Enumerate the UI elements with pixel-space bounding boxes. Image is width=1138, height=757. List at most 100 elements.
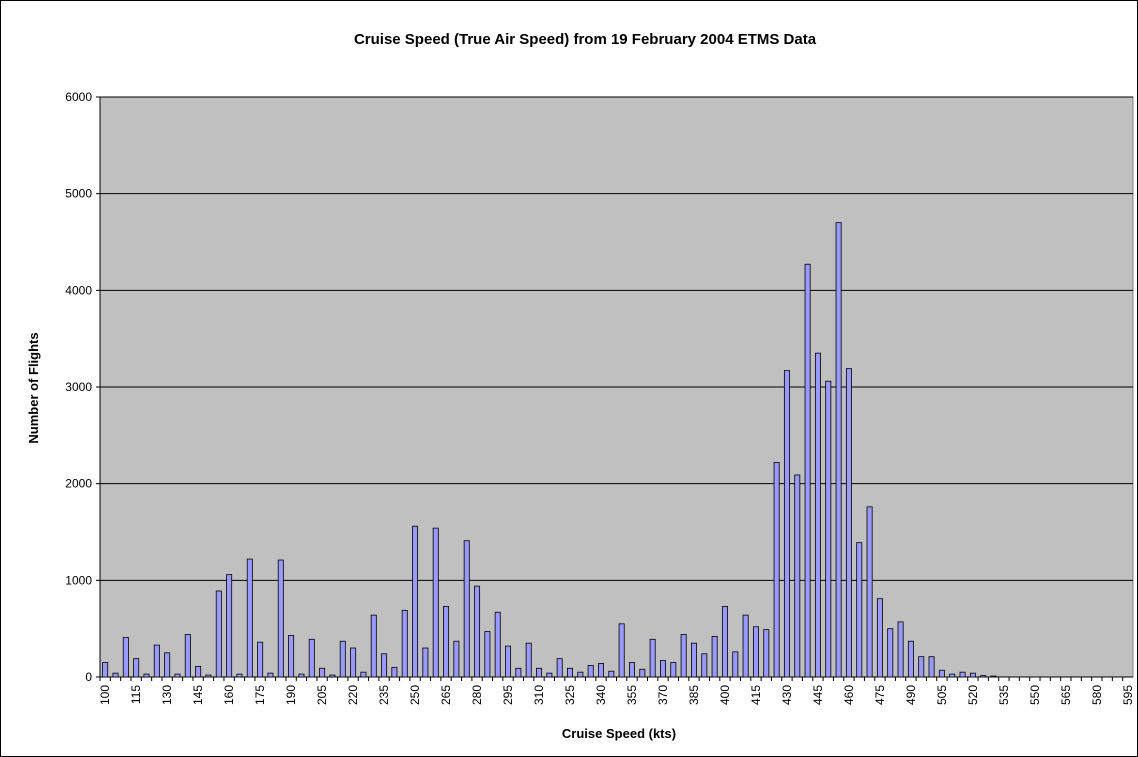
bar	[319, 667, 326, 678]
bar	[752, 626, 759, 678]
bar	[990, 675, 997, 678]
bar	[887, 628, 894, 678]
bar	[639, 668, 646, 678]
bar	[463, 540, 470, 678]
x-tick-label: 580	[1090, 685, 1104, 705]
x-tick-label: 235	[377, 685, 391, 705]
bar	[515, 667, 522, 678]
bar	[649, 638, 656, 678]
bar	[907, 640, 914, 678]
bar	[494, 611, 501, 678]
bar	[308, 638, 315, 678]
x-tick-label: 415	[749, 685, 763, 705]
bar	[711, 636, 718, 678]
bar	[401, 609, 408, 678]
bar	[546, 672, 553, 678]
bar	[763, 629, 770, 678]
x-tick-label: 340	[594, 685, 608, 705]
bar	[474, 585, 481, 678]
y-axis-title: Number of Flights	[26, 332, 41, 443]
bar	[608, 670, 615, 678]
x-tick-label: 280	[470, 685, 484, 705]
x-tick-label: 460	[842, 685, 856, 705]
bar	[938, 669, 945, 678]
bar	[412, 525, 419, 678]
bar	[835, 222, 842, 678]
x-tick-label: 115	[129, 685, 143, 704]
x-tick-label: 595	[1121, 685, 1135, 705]
x-tick-label: 445	[811, 685, 825, 705]
bar	[122, 636, 129, 678]
bar	[536, 667, 543, 678]
x-tick-label: 400	[718, 685, 732, 705]
x-axis-title: Cruise Speed (kts)	[562, 726, 676, 741]
bar	[577, 671, 584, 678]
x-tick-label: 190	[284, 685, 298, 705]
x-tick-label: 535	[997, 685, 1011, 705]
bar	[432, 527, 439, 678]
bar	[174, 673, 181, 678]
bar	[783, 370, 790, 678]
bar	[288, 635, 295, 678]
x-tick-label: 550	[1028, 685, 1042, 705]
x-tick-label: 355	[625, 685, 639, 705]
bar	[794, 474, 801, 678]
x-tick-label: 325	[563, 685, 577, 705]
bar	[391, 666, 398, 678]
x-tick-label: 520	[966, 685, 980, 705]
x-tick-label: 130	[160, 685, 174, 705]
bar	[804, 263, 811, 678]
x-tick-label: 475	[873, 685, 887, 705]
bar	[184, 634, 191, 678]
x-tick-label: 265	[439, 685, 453, 705]
bar	[928, 656, 935, 678]
bar	[133, 658, 140, 678]
y-tick-label: 6000	[65, 90, 92, 104]
bar	[629, 662, 635, 678]
bar	[112, 672, 119, 678]
bar	[825, 380, 832, 678]
bar	[845, 368, 852, 678]
bar	[484, 631, 491, 678]
y-tick-label: 2000	[65, 477, 92, 491]
x-tick-label: 430	[780, 685, 794, 705]
x-tick-label: 310	[532, 685, 546, 705]
bar	[267, 672, 274, 678]
bar	[670, 662, 677, 678]
y-tick-label: 5000	[65, 187, 92, 201]
bar	[701, 653, 708, 678]
bar	[422, 647, 429, 678]
bar	[556, 658, 563, 678]
y-tick-label: 0	[85, 670, 92, 684]
bar	[680, 634, 687, 678]
bar	[660, 660, 666, 678]
bar	[443, 606, 450, 678]
bar	[195, 665, 202, 678]
x-tick-label: 490	[904, 685, 918, 705]
bar	[866, 506, 873, 678]
x-tick-label: 505	[935, 685, 949, 705]
bar	[226, 574, 233, 678]
x-tick-label: 220	[346, 685, 360, 705]
bar	[876, 598, 883, 678]
bar	[205, 674, 212, 678]
chart-title: Cruise Speed (True Air Speed) from 19 Fe…	[354, 31, 817, 48]
bar	[618, 623, 625, 678]
y-tick-label: 3000	[65, 380, 92, 394]
bar	[257, 641, 264, 678]
bar	[773, 461, 780, 678]
x-tick-label: 565	[1059, 685, 1073, 705]
x-tick-label: 160	[222, 685, 236, 705]
bar	[370, 614, 377, 678]
bar	[164, 652, 171, 678]
y-tick-label: 4000	[65, 283, 92, 297]
x-tick-label: 205	[315, 685, 329, 705]
y-tick-label: 1000	[65, 573, 92, 587]
bar	[236, 673, 243, 678]
bar	[102, 662, 109, 678]
bar	[721, 606, 728, 678]
bar	[505, 645, 512, 678]
bar	[381, 653, 388, 678]
bar	[690, 642, 697, 678]
bar	[215, 590, 222, 678]
